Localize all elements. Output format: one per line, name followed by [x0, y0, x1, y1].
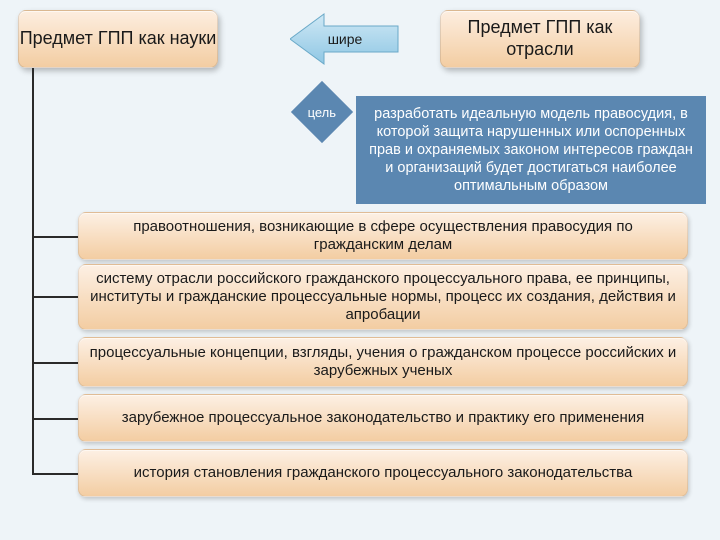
connector-branch [32, 296, 78, 298]
diagram-canvas: Предмет ГПП как науки Предмет ГПП как от… [0, 0, 720, 540]
list-item-label: зарубежное процессуальное законодательст… [122, 409, 645, 427]
goal-diamond-label: цель [308, 105, 336, 120]
list-item: процессуальные концепции, взгляды, учени… [78, 337, 688, 387]
subject-branch-box: Предмет ГПП как отрасли [440, 10, 640, 68]
connector-trunk [32, 68, 34, 474]
connector-branch [32, 362, 78, 364]
wider-arrow-label: шире [328, 31, 363, 47]
connector-branch [32, 473, 78, 475]
list-item: зарубежное процессуальное законодательст… [78, 394, 688, 442]
list-item-label: процессуальные концепции, взгляды, учени… [87, 344, 679, 380]
list-item-label: правоотношения, возникающие в сфере осущ… [87, 218, 679, 254]
subject-science-label: Предмет ГПП как науки [20, 28, 217, 50]
list-item: систему отрасли российского гражданского… [78, 264, 688, 330]
subject-branch-label: Предмет ГПП как отрасли [441, 17, 639, 60]
connector-branch [32, 236, 78, 238]
list-item: правоотношения, возникающие в сфере осущ… [78, 212, 688, 260]
list-item-label: история становления гражданского процесс… [134, 464, 633, 482]
connector-branch [32, 418, 78, 420]
goal-description-text: разработать идеальную модель правосудия,… [366, 105, 696, 196]
wider-arrow: шире [290, 12, 400, 66]
subject-science-box: Предмет ГПП как науки [18, 10, 218, 68]
list-item-label: систему отрасли российского гражданского… [87, 270, 679, 324]
goal-description-box: разработать идеальную модель правосудия,… [356, 96, 706, 204]
goal-diamond: цель [280, 70, 365, 155]
list-item: история становления гражданского процесс… [78, 449, 688, 497]
